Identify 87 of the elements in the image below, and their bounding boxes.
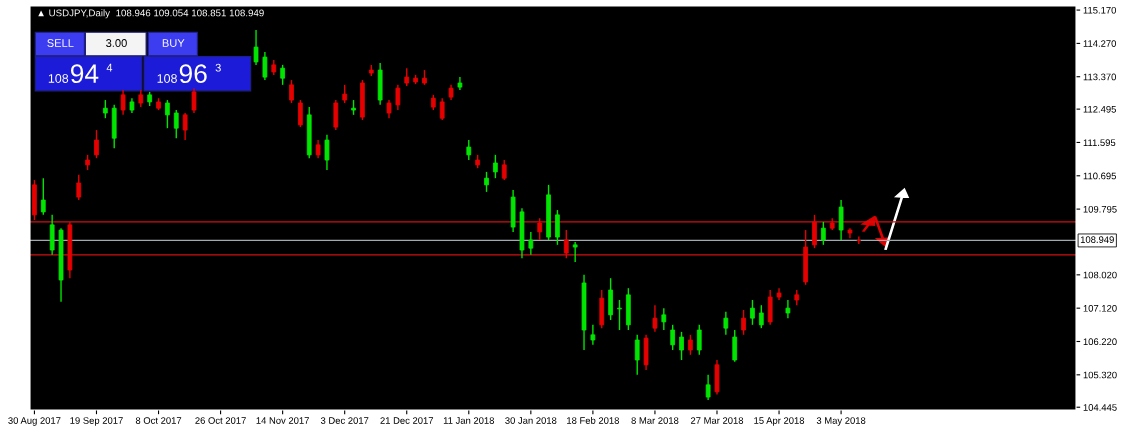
candlestick: [501, 159, 507, 181]
y-tick-label: 107.120: [1083, 304, 1117, 312]
candlestick: [741, 309, 746, 336]
candlestick: [617, 299, 622, 331]
candlestick: [324, 134, 330, 171]
x-tick-label: 19 Sep 2017: [70, 417, 123, 426]
y-tick-label: 115.170: [1083, 6, 1117, 14]
candlestick: [679, 331, 684, 361]
candlestick: [563, 229, 569, 259]
x-tick-label: 21 Dec 2017: [380, 417, 434, 424]
chart-subtitle: 108.946 109.054 108.851 108.949: [116, 9, 264, 17]
candlestick: [820, 221, 826, 246]
candlestick: [253, 29, 259, 66]
candlestick: [555, 209, 560, 246]
candlestick: [76, 174, 82, 201]
y-tick-label: 111.595: [1083, 139, 1116, 146]
annotation: 4: [106, 63, 113, 72]
candlestick: [688, 334, 693, 356]
candlestick: [280, 64, 286, 86]
x-tick-label: 3 Dec 2017: [320, 417, 369, 424]
x-tick-label: 11 Jan 2018: [443, 417, 495, 424]
candlestick: [696, 324, 702, 356]
candlestick: [120, 89, 126, 116]
y-tick-label: 109.795: [1083, 205, 1117, 213]
candlestick: [572, 241, 578, 263]
candlestick: [315, 139, 321, 159]
x-tick-label: 14 Nov 2017: [256, 417, 309, 424]
x-tick-label: 26 Oct 2017: [195, 417, 246, 424]
y-tick-label: 112.495: [1083, 105, 1116, 113]
candlestick: [723, 311, 729, 336]
x-tick-label: 8 Oct 2017: [135, 417, 182, 424]
annotation: 108: [157, 74, 177, 83]
annotation: BUY: [162, 39, 185, 47]
x-tick-label: 27 Mar 2018: [690, 417, 744, 424]
x-tick-label: 15 Apr 2018: [754, 417, 805, 426]
candlestick: [634, 334, 640, 376]
candlestick: [838, 199, 844, 241]
candlestick: [705, 374, 711, 401]
candlestick: [812, 214, 817, 249]
y-tick-label: 104.445: [1083, 404, 1117, 411]
candlestick: [750, 299, 755, 326]
candlestick: [182, 112, 188, 141]
candlestick: [297, 99, 303, 128]
x-tick-label: 18 Feb 2018: [567, 416, 619, 424]
candlestick: [732, 329, 738, 363]
annotation: SELL: [47, 39, 74, 47]
candlestick: [173, 109, 179, 139]
candlestick: [40, 177, 46, 216]
candlestick: [670, 324, 676, 351]
candlestick: [165, 99, 170, 129]
candlestick: [856, 235, 862, 245]
annotation: 3.00: [106, 39, 127, 47]
chart-title: ▲ USDJPY,Daily: [38, 9, 110, 19]
candlestick: [102, 99, 108, 119]
x-tick-label: 30 Jan 2018: [505, 417, 557, 424]
candlestick: [493, 154, 498, 179]
candlestick: [466, 139, 472, 161]
candlestick: [758, 304, 764, 329]
candlestick: [661, 307, 667, 331]
ref-line-label: 108.949: [1080, 236, 1114, 243]
candlestick: [395, 84, 401, 111]
annotation: 96: [179, 64, 207, 84]
y-tick-label: 110.695: [1083, 172, 1116, 180]
candlestick: [342, 84, 348, 104]
x-tick-label: 8 Mar 2018: [631, 417, 679, 424]
x-tick-label: 30 Aug 2017: [8, 417, 61, 426]
candlestick: [537, 217, 543, 241]
candlestick: [528, 231, 534, 256]
x-tick-label: 3 May 2018: [816, 417, 866, 426]
y-tick-label: 106.220: [1083, 338, 1117, 346]
candlestick: [94, 129, 99, 159]
candlestick: [439, 97, 445, 121]
y-tick-label: 105.320: [1083, 371, 1117, 379]
candlestick: [262, 51, 268, 81]
candlestick: [652, 304, 658, 333]
annotation: 108: [48, 74, 69, 83]
annotation: 94: [70, 64, 99, 84]
y-tick-label: 113.370: [1083, 73, 1117, 81]
candlestick: [289, 79, 294, 104]
y-tick-label: 108.020: [1083, 271, 1117, 279]
annotation: 3: [215, 63, 221, 72]
candlestick: [484, 171, 489, 193]
y-tick-label: 114.270: [1083, 40, 1117, 47]
candlestick: [386, 99, 392, 119]
candlestick: [590, 324, 596, 346]
candlestick: [785, 299, 791, 319]
candlestick: [191, 87, 197, 114]
